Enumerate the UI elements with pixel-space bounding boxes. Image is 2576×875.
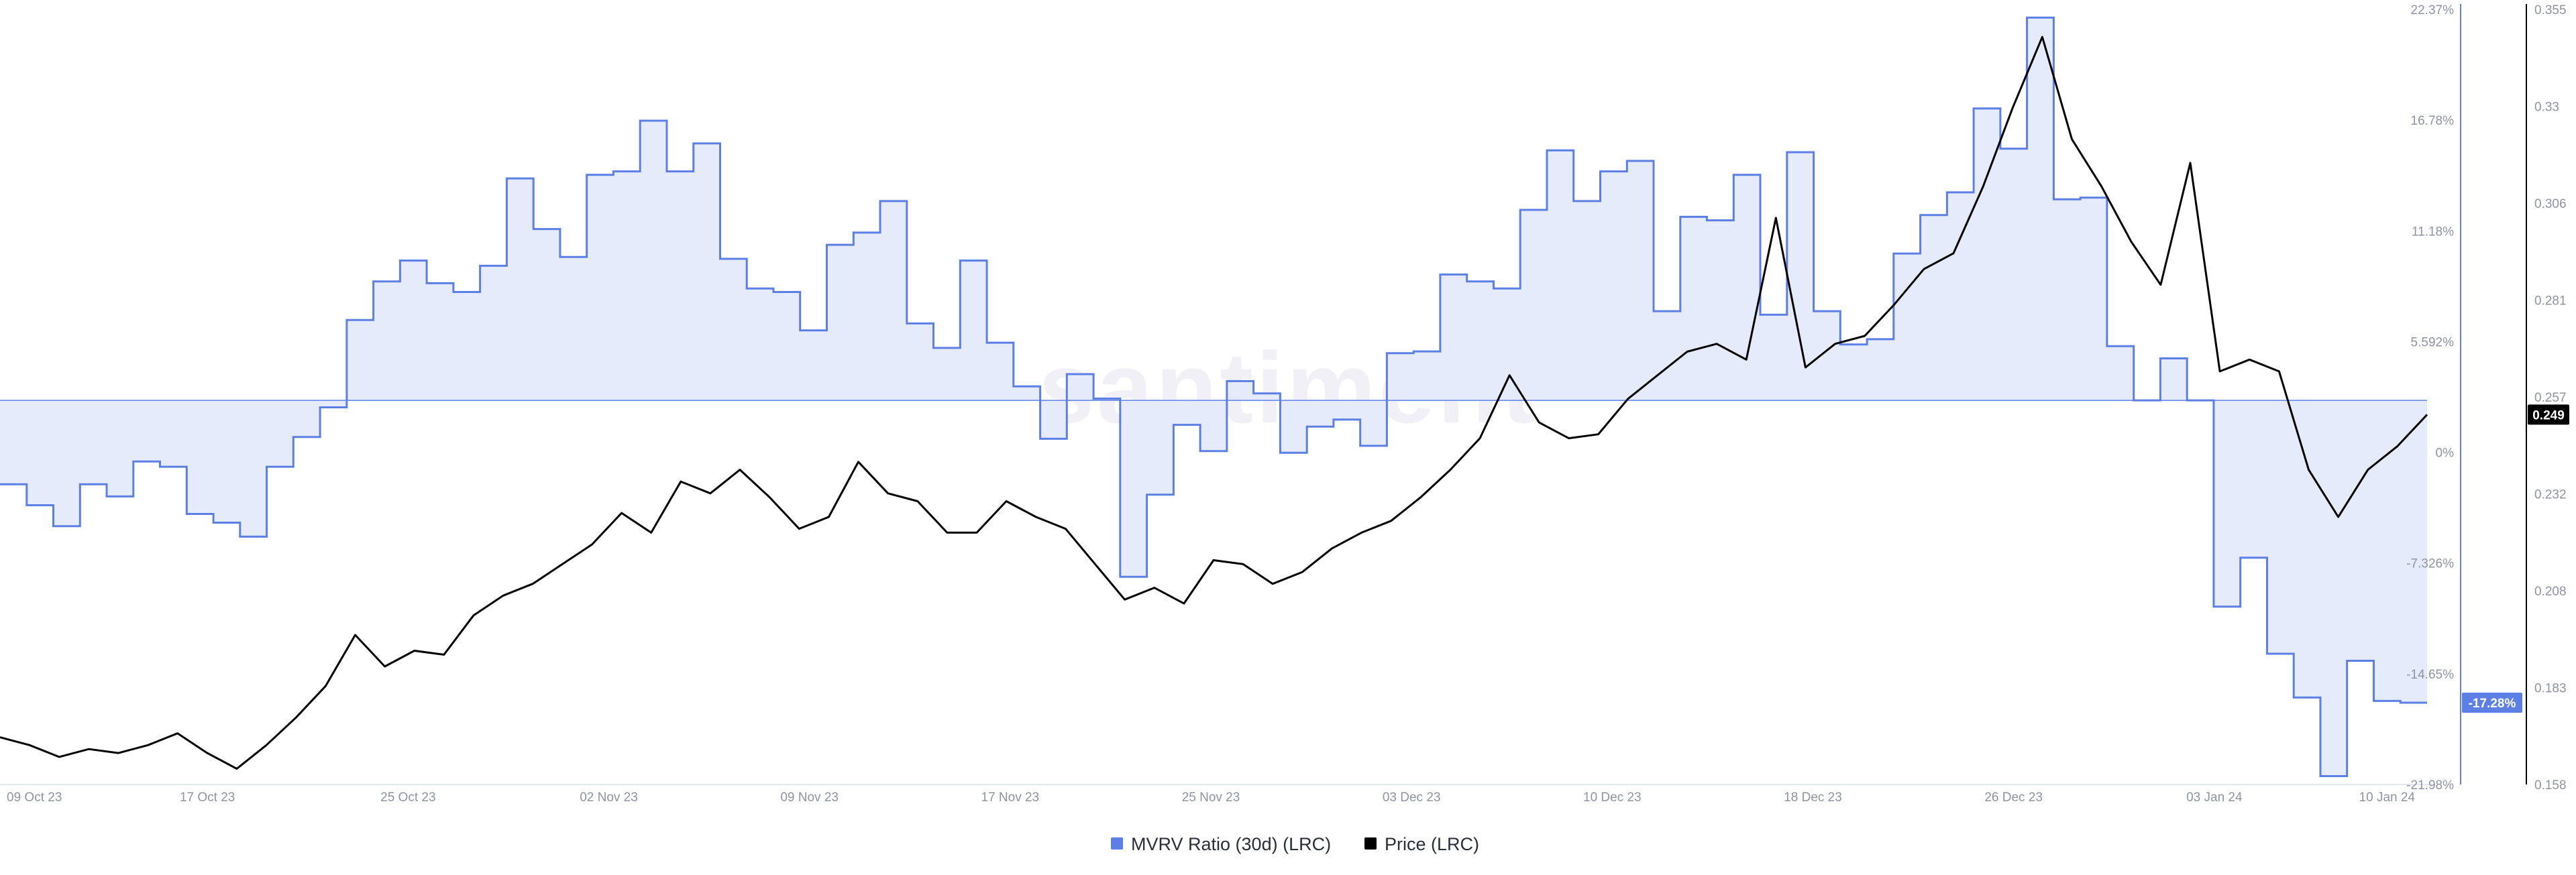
x-tick-label: 18 Dec 23 <box>1784 791 1842 805</box>
right-tick-label: 0.232 <box>2534 488 2567 502</box>
legend-swatch-mvrv <box>1111 837 1123 850</box>
right-axis-ticks: 0.355 0.33 0.306 0.281 0.257 0.232 0.208 0.183 0… <box>2534 3 2567 793</box>
x-tick-label: 03 Dec 23 <box>1383 791 1441 805</box>
right-tick-label: 0.158 <box>2534 778 2567 793</box>
current-value-badges: -17.28% 0.249 <box>2462 404 2569 713</box>
right-tick-label: 0.208 <box>2534 585 2567 599</box>
x-tick-label: 25 Oct 23 <box>380 791 435 805</box>
x-tick-label: 25 Nov 23 <box>1182 791 1240 805</box>
left-tick-label: 0% <box>2436 447 2455 461</box>
legend-swatch-price <box>1364 837 1377 850</box>
left-axis-ticks: 22.37% 16.78% 11.18% 5.592% 0% -7.326% -14.65%… <box>2406 3 2454 793</box>
x-tick-label: 10 Jan 24 <box>2359 791 2416 805</box>
left-tick-label: 11.18% <box>2412 225 2454 239</box>
x-tick-label: 09 Nov 23 <box>780 791 839 805</box>
right-tick-label: 0.281 <box>2534 294 2567 308</box>
x-tick-label: 17 Oct 23 <box>180 791 235 805</box>
price-current-value: 0.249 <box>2532 408 2565 422</box>
right-tick-label: 0.33 <box>2534 101 2559 115</box>
price-current-badge <box>2528 404 2569 425</box>
legend: MVRV Ratio (30d) (LRC) Price (LRC) <box>1111 834 1479 854</box>
mvrv-area-group <box>0 17 2427 776</box>
right-tick-label: 0.257 <box>2534 391 2567 405</box>
axes-group <box>0 4 2527 785</box>
mvrv-area-fill <box>0 17 2427 776</box>
right-tick-label: 0.355 <box>2534 3 2567 17</box>
left-tick-label: -7.326% <box>2406 557 2454 571</box>
legend-label-price[interactable]: Price (LRC) <box>1385 834 1479 854</box>
mvrv-current-value: -17.28% <box>2469 697 2516 711</box>
price-line-group <box>0 36 2428 770</box>
legend-label-mvrv[interactable]: MVRV Ratio (30d) (LRC) <box>1131 834 1331 854</box>
x-tick-label: 09 Oct 23 <box>7 791 62 805</box>
x-tick-label: 10 Dec 23 <box>1583 791 1642 805</box>
left-tick-label: -14.65% <box>2406 668 2454 682</box>
left-tick-label: 5.592% <box>2411 335 2455 349</box>
x-axis-ticks: 09 Oct 23 17 Oct 23 25 Oct 23 02 Nov 23 09 N… <box>7 791 2415 805</box>
right-tick-label: 0.306 <box>2534 197 2567 211</box>
x-tick-label: 17 Nov 23 <box>981 791 1040 805</box>
left-tick-label: 22.37% <box>2411 3 2455 17</box>
right-tick-label: 0.183 <box>2534 682 2567 696</box>
mvrv-current-badge <box>2462 693 2522 713</box>
x-tick-label: 03 Jan 24 <box>2186 791 2243 805</box>
mvrv-line-group <box>0 16 2427 777</box>
price-series-line <box>0 36 2428 770</box>
x-tick-label: 02 Nov 23 <box>580 791 638 805</box>
left-tick-label: 16.78% <box>2411 114 2455 128</box>
x-tick-label: 26 Dec 23 <box>1984 791 2043 805</box>
mvrv-series-line <box>0 16 2427 777</box>
left-tick-label: -21.98% <box>2406 778 2454 793</box>
